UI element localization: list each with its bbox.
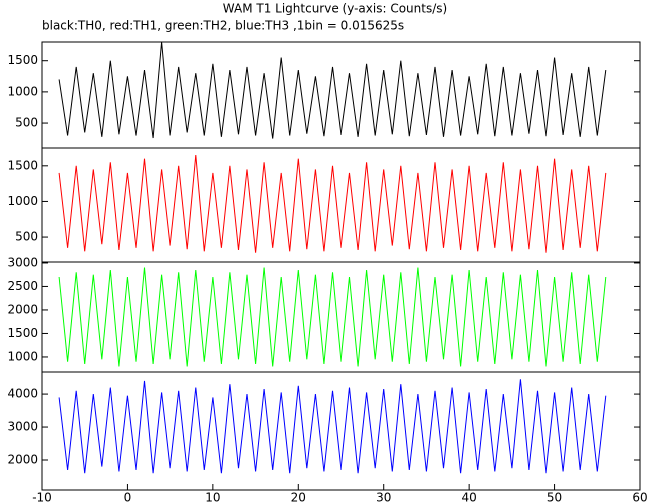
- light-curve: [58, 41, 607, 139]
- y-tick-label: 4000: [7, 387, 38, 401]
- y-tick-label: 2000: [7, 302, 38, 316]
- chart-title: WAM T1 Lightcurve (y-axis: Counts/s): [223, 2, 447, 16]
- y-tick-label: 3000: [7, 255, 38, 269]
- x-tick-label: 50: [547, 491, 562, 504]
- y-tick-label: 2500: [7, 279, 38, 293]
- x-tick-label: 0: [124, 491, 132, 504]
- y-tick-label: 1500: [7, 326, 38, 340]
- x-tick-label: 40: [462, 491, 477, 504]
- x-tick-label: 60: [632, 491, 647, 504]
- x-tick-label: 20: [291, 491, 306, 504]
- x-tick-label: 10: [205, 491, 220, 504]
- light-curve: [58, 155, 607, 253]
- y-tick-label: 500: [15, 116, 38, 130]
- light-curve: [58, 379, 607, 474]
- x-tick-label: 30: [376, 491, 391, 504]
- y-tick-label: 1000: [7, 349, 38, 363]
- light-curve: [58, 267, 607, 367]
- y-tick-label: 1500: [7, 158, 38, 172]
- y-tick-label: 1000: [7, 84, 38, 98]
- y-tick-label: 1000: [7, 194, 38, 208]
- y-tick-label: 2000: [7, 453, 38, 467]
- panel-frame: [41, 371, 641, 491]
- y-tick-label: 1500: [7, 53, 38, 67]
- chart-subtitle: black:TH0, red:TH1, green:TH2, blue:TH3 …: [42, 19, 404, 33]
- x-tick-label: -10: [32, 491, 52, 504]
- y-tick-label: 3000: [7, 420, 38, 434]
- y-tick-label: 500: [15, 230, 38, 244]
